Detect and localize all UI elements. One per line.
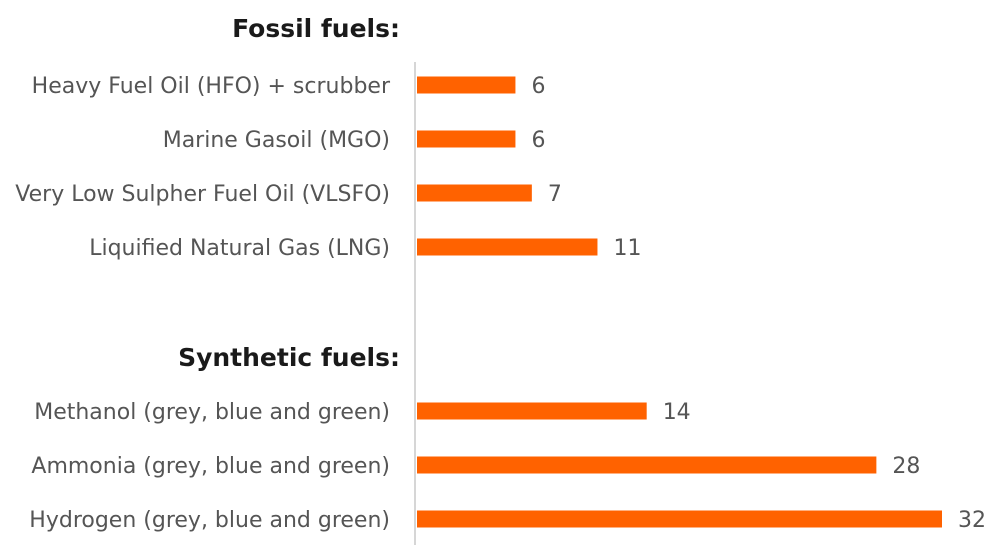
bar	[417, 184, 532, 202]
value-label: 7	[548, 182, 562, 207]
value-label: 11	[613, 236, 641, 261]
value-label: 32	[958, 508, 986, 533]
value-label: 28	[892, 454, 920, 479]
value-label: 14	[663, 400, 691, 425]
bar	[417, 238, 598, 256]
bar	[417, 402, 647, 420]
group-header-synthetic: Synthetic fuels:	[178, 343, 400, 372]
category-label: Very Low Sulpher Fuel Oil (VLSFO)	[15, 182, 390, 207]
group-header-fossil: Fossil fuels:	[232, 14, 400, 43]
bar	[417, 510, 942, 528]
bar	[417, 76, 516, 94]
category-label: Ammonia (grey, blue and green)	[31, 454, 390, 479]
category-label: Methanol (grey, blue and green)	[34, 400, 390, 425]
category-label: Liquified Natural Gas (LNG)	[89, 236, 390, 261]
bar-series: 6 6 7 11 14 28 32	[417, 74, 986, 533]
bar	[417, 456, 877, 474]
value-label: 6	[531, 128, 545, 153]
category-label: Marine Gasoil (MGO)	[163, 128, 390, 153]
category-label: Heavy Fuel Oil (HFO) + scrubber	[32, 74, 391, 99]
category-label: Hydrogen (grey, blue and green)	[29, 508, 390, 533]
value-label: 6	[531, 74, 545, 99]
bar	[417, 130, 516, 148]
